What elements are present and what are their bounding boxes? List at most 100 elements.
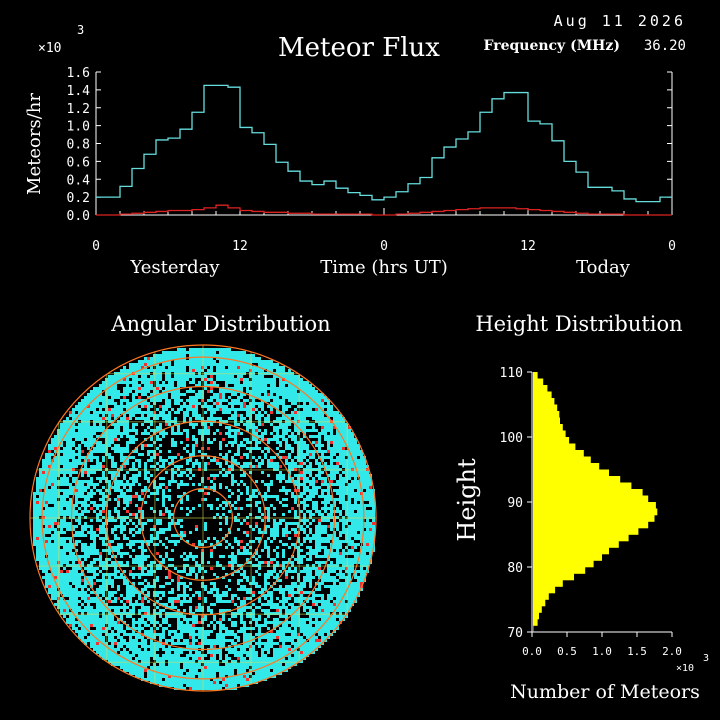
angular-point bbox=[237, 564, 240, 567]
angular-point bbox=[303, 522, 306, 525]
angular-point bbox=[156, 576, 159, 579]
angular-point bbox=[105, 402, 108, 405]
angular-point bbox=[294, 516, 297, 519]
angular-point bbox=[366, 561, 369, 564]
angular-point bbox=[348, 453, 351, 456]
angular-point bbox=[54, 549, 57, 552]
angular-point bbox=[213, 594, 216, 597]
angular-point bbox=[321, 489, 324, 492]
angular-point bbox=[270, 390, 273, 393]
angular-point bbox=[135, 477, 138, 480]
angular-point bbox=[195, 525, 198, 528]
angular-point bbox=[225, 456, 228, 459]
angular-point bbox=[243, 393, 246, 396]
angular-point bbox=[81, 411, 84, 414]
angular-point bbox=[216, 417, 219, 420]
angular-point bbox=[234, 411, 237, 414]
angular-point bbox=[123, 537, 126, 540]
angular-point bbox=[144, 471, 147, 474]
angular-point bbox=[138, 522, 141, 525]
angular-point bbox=[63, 546, 66, 549]
angular-point bbox=[147, 489, 150, 492]
angular-point bbox=[120, 522, 123, 525]
angular-point bbox=[282, 504, 285, 507]
angular-point bbox=[255, 522, 258, 525]
angular-point bbox=[336, 522, 339, 525]
angular-point bbox=[330, 462, 333, 465]
angular-point bbox=[285, 570, 288, 573]
angular-point bbox=[126, 426, 129, 429]
angular-point bbox=[54, 489, 57, 492]
angular-point bbox=[267, 507, 270, 510]
angular-point bbox=[36, 531, 39, 534]
angular-point bbox=[171, 408, 174, 411]
angular-point bbox=[324, 411, 327, 414]
angular-point bbox=[276, 531, 279, 534]
angular-point bbox=[282, 450, 285, 453]
angular-point bbox=[252, 405, 255, 408]
angular-point bbox=[87, 588, 90, 591]
angular-point bbox=[324, 396, 327, 399]
angular-point bbox=[78, 531, 81, 534]
angular-point bbox=[177, 381, 180, 384]
angular-point bbox=[300, 396, 303, 399]
angular-point bbox=[285, 396, 288, 399]
angular-point bbox=[102, 444, 105, 447]
angular-point bbox=[288, 393, 291, 396]
angular-point bbox=[288, 588, 291, 591]
angular-point bbox=[351, 453, 354, 456]
angular-point bbox=[123, 534, 126, 537]
angular-point bbox=[303, 474, 306, 477]
angular-point bbox=[102, 579, 105, 582]
angular-point bbox=[96, 519, 99, 522]
angular-point bbox=[69, 411, 72, 414]
angular-point bbox=[216, 507, 219, 510]
angular-point bbox=[117, 375, 120, 378]
angular-point bbox=[363, 534, 366, 537]
angular-point bbox=[210, 360, 213, 363]
angular-point bbox=[348, 519, 351, 522]
angular-point bbox=[309, 555, 312, 558]
angular-point bbox=[267, 555, 270, 558]
angular-point bbox=[363, 477, 366, 480]
angular-point bbox=[42, 546, 45, 549]
angular-point bbox=[333, 504, 336, 507]
angular-point bbox=[291, 582, 294, 585]
angular-point bbox=[36, 540, 39, 543]
angular-point bbox=[102, 405, 105, 408]
angular-point bbox=[177, 384, 180, 387]
angular-point bbox=[108, 486, 111, 489]
angular-point bbox=[93, 561, 96, 564]
angular-point bbox=[351, 516, 354, 519]
angular-point bbox=[138, 591, 141, 594]
angular-point bbox=[288, 375, 291, 378]
angular-point bbox=[360, 537, 363, 540]
angular-point bbox=[93, 408, 96, 411]
angular-point bbox=[207, 456, 210, 459]
angular-point bbox=[237, 528, 240, 531]
angular-point bbox=[84, 459, 87, 462]
angular-point bbox=[54, 438, 57, 441]
angular-point bbox=[264, 483, 267, 486]
angular-point bbox=[267, 519, 270, 522]
angular-point bbox=[234, 501, 237, 504]
angular-point bbox=[201, 393, 204, 396]
angular-point bbox=[90, 450, 93, 453]
angular-point bbox=[159, 528, 162, 531]
angular-point bbox=[150, 423, 153, 426]
angular-point bbox=[249, 417, 252, 420]
angular-point bbox=[252, 564, 255, 567]
angular-point bbox=[162, 411, 165, 414]
angular-point bbox=[333, 588, 336, 591]
angular-point bbox=[72, 576, 75, 579]
angular-point bbox=[126, 585, 129, 588]
angular-point bbox=[285, 390, 288, 393]
angular-point bbox=[132, 408, 135, 411]
angular-point bbox=[201, 498, 204, 501]
angular-point bbox=[117, 381, 120, 384]
angular-point bbox=[303, 501, 306, 504]
angular-point bbox=[156, 357, 159, 360]
angular-point bbox=[255, 444, 258, 447]
angular-point bbox=[231, 408, 234, 411]
angular-point bbox=[348, 534, 351, 537]
